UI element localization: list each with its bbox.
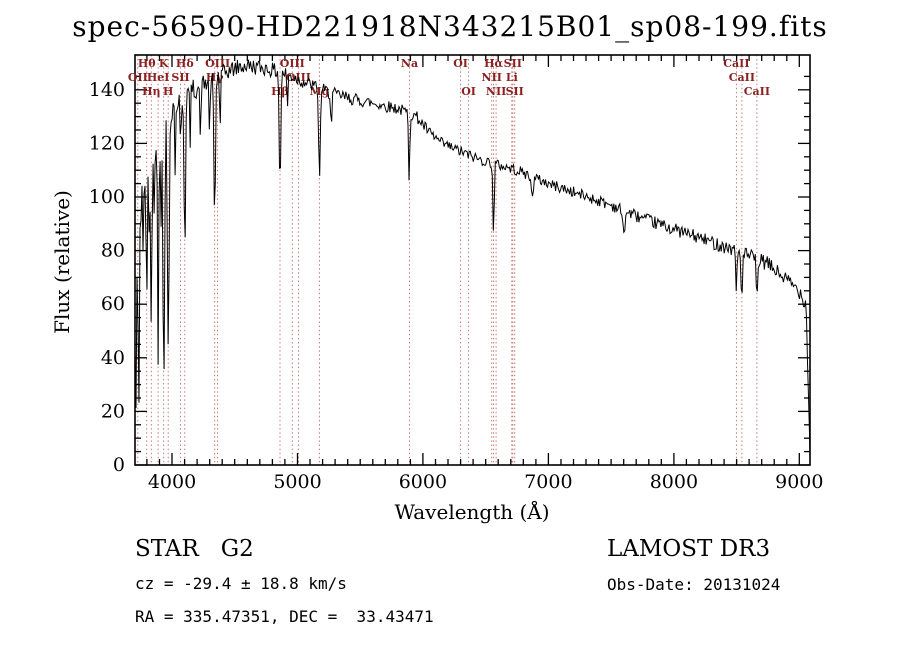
- plot-frame: [134, 54, 811, 466]
- y-tick-label: 60: [101, 293, 125, 315]
- x-tick-label: 4000: [148, 471, 196, 493]
- spectral-line-label: Hδ: [176, 57, 194, 70]
- figure-title: spec-56590-HD221918N343215B01_sp08-199.f…: [72, 10, 828, 43]
- spectral-line-label: OIII: [280, 57, 305, 70]
- obs-date-label: Obs-Date: 20131024: [607, 575, 781, 594]
- spectral-line-markers: [137, 55, 758, 465]
- spectral-line-label: HeI: [147, 71, 170, 84]
- y-tick-label: 140: [89, 79, 125, 101]
- spectral-line-label: H: [163, 85, 173, 98]
- x-tick-label: 7000: [524, 471, 572, 493]
- spectral-line-label: OI: [453, 57, 468, 70]
- y-tick-label: 120: [89, 132, 125, 154]
- spectral-line-label: Hη: [142, 85, 160, 98]
- spectral-line-label: NII: [486, 85, 506, 98]
- tick-labels: 4000 5000 6000 7000 8000 9000 0 20 40 60 80 100 120 1…: [89, 79, 824, 493]
- axes: [134, 54, 811, 466]
- spectral-line-label: Na: [401, 57, 418, 70]
- spectral-line-label: K: [159, 57, 169, 70]
- spectral-line-label: CaII: [723, 57, 749, 70]
- y-tick-label: 20: [101, 400, 125, 422]
- y-tick-label: 0: [113, 454, 125, 476]
- spectral-line-label: OII: [128, 71, 148, 84]
- spectral-line-label: OIII: [205, 57, 230, 70]
- spectral-line-label: Hθ: [138, 57, 156, 70]
- x-axis-title: Wavelength (Å): [394, 500, 550, 524]
- spectral-line-label: SII: [504, 57, 522, 70]
- y-tick-label: 80: [101, 240, 125, 262]
- y-tick-label: 100: [89, 186, 125, 208]
- x-tick-label: 6000: [399, 471, 447, 493]
- spectral-line-label: SII: [506, 85, 524, 98]
- spectral-line-label: CaII: [729, 71, 755, 84]
- spectral-line-label: SII: [171, 71, 189, 84]
- ra-dec-label: RA = 335.47351, DEC = 33.43471: [135, 607, 434, 626]
- spectral-line-label: Hβ: [271, 85, 289, 98]
- survey-release-label: LAMOST DR3: [607, 536, 771, 562]
- spectral-line-label: Hγ: [206, 71, 224, 84]
- object-class-label: STAR G2: [135, 536, 254, 562]
- spectral-line-label: CaII: [744, 85, 770, 98]
- x-tick-label: 5000: [273, 471, 321, 493]
- y-axis-title: Flux (relative): [50, 190, 74, 334]
- x-tick-label: 9000: [775, 471, 823, 493]
- spectrum-path: [134, 59, 811, 460]
- cz-value-label: cz = -29.4 ± 18.8 km/s: [135, 574, 347, 593]
- spectral-line-label: OI: [461, 85, 476, 98]
- x-tick-label: 8000: [650, 471, 698, 493]
- spectral-line-label: Li: [506, 71, 518, 84]
- spectral-line-label: Hα: [484, 57, 503, 70]
- spectral-line-label: NII: [482, 71, 502, 84]
- y-tick-label: 40: [101, 347, 125, 369]
